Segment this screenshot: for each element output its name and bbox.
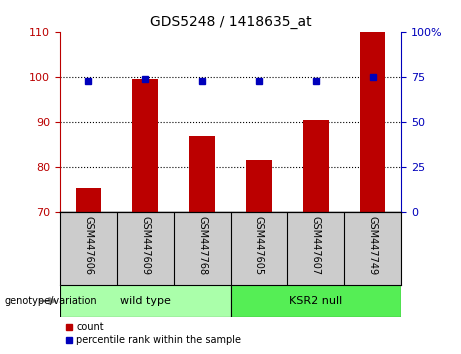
Text: KSR2 null: KSR2 null xyxy=(289,296,343,306)
Text: GSM447607: GSM447607 xyxy=(311,216,321,275)
Bar xyxy=(246,160,272,212)
Text: GSM447609: GSM447609 xyxy=(140,216,150,275)
Text: GSM447768: GSM447768 xyxy=(197,216,207,275)
Text: GSM447606: GSM447606 xyxy=(83,216,94,275)
Bar xyxy=(76,188,101,212)
Bar xyxy=(230,285,401,318)
Legend: count, percentile rank within the sample: count, percentile rank within the sample xyxy=(65,322,242,345)
Text: genotype/variation: genotype/variation xyxy=(5,296,97,306)
Bar xyxy=(303,120,329,212)
Bar xyxy=(132,79,158,212)
Text: GSM447605: GSM447605 xyxy=(254,216,264,275)
Text: wild type: wild type xyxy=(120,296,171,306)
Title: GDS5248 / 1418635_at: GDS5248 / 1418635_at xyxy=(150,16,311,29)
Bar xyxy=(189,136,215,212)
Bar xyxy=(60,285,230,318)
Bar xyxy=(360,32,385,212)
Text: GSM447749: GSM447749 xyxy=(367,216,378,275)
